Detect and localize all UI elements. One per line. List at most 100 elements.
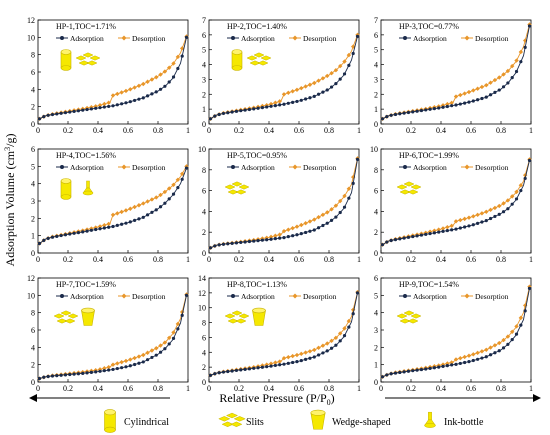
y-tick-label: 5 [202,46,206,55]
adsorption-point [42,375,46,379]
adsorption-point [141,215,145,219]
adsorption-point [506,81,510,85]
adsorption-point [450,228,454,232]
desorption-point [471,352,476,357]
desorption-point [522,172,528,178]
y-tick-label: 12 [198,289,206,298]
desorption-point [97,224,103,229]
adsorption-point [111,224,115,229]
adsorption-point [171,75,176,79]
y-tick-label: 10 [370,145,378,154]
desorption-point [97,103,103,108]
x-tick-label: 0.8 [496,384,506,393]
adsorption-point [514,332,519,336]
adsorption-point [150,355,154,360]
legend-adsorption-marker [60,165,64,169]
adsorption-point [316,92,321,96]
desorption-point [167,186,172,191]
slits-icon [75,52,101,66]
adsorption-point [385,373,389,377]
adsorption-point [85,107,89,112]
adsorption-point [107,368,111,372]
adsorption-point [150,210,154,214]
desorption-point [102,222,107,228]
x-tick-label: 0.2 [63,384,73,393]
desorption-point [466,89,472,95]
panel-title: HP-8,TOC=1.13% [227,280,287,289]
adsorption-point [398,370,402,375]
adsorption-point [519,188,523,193]
panel-frame [380,277,532,383]
desorption-point [167,65,172,70]
y-axis-label-main: Adsorption Volume (cm [3,150,17,266]
desorption-point [303,84,308,89]
y-tick-label: 12 [27,16,35,25]
adsorption-point [342,334,347,338]
adsorption-point [63,111,68,115]
desorption-point [514,324,519,329]
adsorption-point [450,104,454,108]
adsorption-point [260,238,264,242]
adsorption-point [102,369,106,373]
legend-desorption-marker [464,293,470,299]
adsorption-point [256,106,260,110]
adsorption-point [454,103,458,107]
desorption-point [277,359,282,364]
adsorption-point [221,242,226,246]
adsorption-point [299,98,303,102]
desorption-point [136,203,142,208]
adsorption-point [282,362,286,366]
adsorption-point [389,372,393,376]
desorption-point [307,219,313,224]
desorption-point [273,360,278,365]
adsorption-point [37,376,42,381]
y-tick-label: 0 [31,378,35,387]
adsorption-point [506,207,510,211]
y-tick-label: 4 [31,85,35,94]
x-tick-label: 0.6 [466,255,476,264]
adsorption-point [467,100,471,104]
adsorption-point [321,223,325,228]
x-tick-label: 0.8 [324,126,334,135]
y-tick-label: 14 [198,274,206,283]
desorption-point [102,366,107,371]
adsorption-series [37,35,189,121]
adsorption-point [247,107,252,112]
adsorption-point [265,238,269,242]
legend-adsorption-label: Adsorption [241,34,275,43]
adsorption-point [523,176,527,181]
adsorption-point [424,108,428,112]
desorption-point [453,357,459,362]
adsorption-point [55,234,59,238]
adsorption-point [308,229,312,233]
panel-legend: Adsorption Desorption [227,34,337,43]
adsorption-point [269,104,273,108]
desorption-series [37,34,189,121]
adsorption-point [527,24,532,28]
x-tick-label: 0.8 [153,126,163,135]
x-tick-label: 0.2 [234,255,244,264]
adsorption-point [217,371,221,375]
adsorption-point [393,371,398,375]
adsorption-point [260,106,264,110]
adsorption-series [37,166,189,246]
desorption-point [307,82,313,87]
adsorption-point [342,72,347,76]
adsorption-point [476,98,480,102]
panel-pore-icons [396,181,422,195]
desorption-point [466,353,472,358]
adsorption-point [458,361,462,366]
y-tick-label: 7 [202,16,206,25]
ink-bottle-icon [424,411,436,428]
desorption-point [281,356,287,361]
adsorption-point [124,221,128,225]
adsorption-point [63,233,68,237]
adsorption-point [260,365,264,369]
adsorption-point [150,92,154,96]
desorption-point [505,198,511,203]
desorption-point [307,349,313,354]
x-tick-label: 0.6 [294,384,304,393]
adsorption-point [120,102,124,106]
adsorption-point [415,109,419,113]
